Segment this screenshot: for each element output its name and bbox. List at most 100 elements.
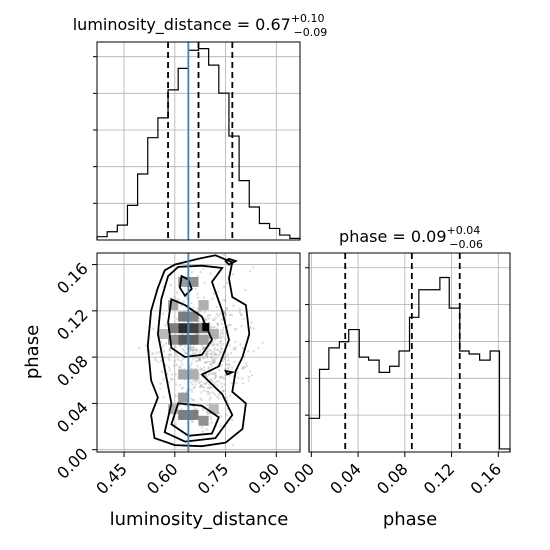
sample-point	[200, 368, 204, 371]
sample-point	[208, 360, 211, 363]
sample-point	[198, 358, 202, 361]
sample-point	[230, 382, 233, 385]
sample-point	[221, 331, 224, 335]
sample-point	[203, 281, 206, 284]
sample-point	[227, 366, 230, 369]
sample-point	[209, 415, 213, 418]
sample-point	[169, 283, 173, 287]
sample-point	[204, 361, 208, 364]
sample-point	[216, 290, 219, 294]
density-cell	[168, 334, 179, 345]
sample-point	[158, 387, 162, 391]
sample-point	[201, 347, 204, 351]
sample-point	[207, 373, 211, 377]
sample-point	[191, 349, 195, 352]
density-cell	[168, 300, 179, 311]
sample-point	[194, 356, 197, 359]
sample-point	[216, 348, 220, 351]
sample-point	[210, 386, 213, 389]
sample-point	[211, 344, 214, 347]
sample-point	[241, 367, 244, 370]
sample-point	[223, 311, 226, 314]
sample-point	[211, 357, 214, 361]
sample-point	[252, 327, 256, 330]
sample-point	[216, 384, 219, 387]
sample-point	[228, 394, 232, 397]
sample-point	[206, 354, 209, 357]
sample-point	[195, 360, 198, 363]
sample-point	[238, 308, 242, 311]
sample-point	[217, 350, 221, 353]
sample-point	[197, 332, 200, 336]
sample-point	[237, 376, 240, 379]
sample-point	[242, 317, 245, 321]
sample-point	[207, 390, 210, 394]
sample-point	[217, 379, 221, 383]
sample-point	[198, 310, 201, 313]
sample-point	[257, 347, 260, 350]
sample-point	[240, 325, 243, 328]
sample-point	[200, 383, 203, 387]
sample-point	[223, 310, 226, 313]
sample-point	[211, 318, 215, 322]
sample-point	[202, 346, 205, 349]
sample-point	[244, 365, 247, 369]
tick-label-y: 0.12	[53, 305, 92, 344]
sample-point	[201, 385, 204, 389]
tick-label-x: 0.45	[92, 459, 131, 498]
sample-point	[196, 349, 199, 352]
contour-speck	[224, 369, 236, 376]
sample-point	[199, 369, 202, 372]
sample-point	[227, 359, 230, 362]
tick-label-x: 0.00	[280, 459, 319, 498]
sample-point	[168, 348, 171, 352]
sample-point	[166, 372, 169, 376]
sample-point	[198, 351, 202, 354]
sample-point	[204, 383, 207, 386]
sample-point	[249, 326, 253, 329]
sample-point	[182, 300, 186, 303]
sample-point	[179, 304, 183, 307]
sample-point	[210, 378, 213, 381]
sample-point	[223, 377, 226, 381]
sample-point	[158, 351, 161, 354]
sample-point	[219, 347, 223, 351]
sample-point	[179, 359, 183, 362]
sample-point	[184, 352, 188, 355]
sample-point	[184, 352, 188, 355]
sample-point	[222, 285, 226, 289]
sample-point	[232, 443, 235, 447]
sample-point	[212, 359, 215, 363]
sample-point	[194, 351, 198, 355]
sample-point	[214, 316, 217, 320]
sample-point	[228, 344, 231, 347]
sample-point	[227, 363, 230, 366]
sample-point	[202, 357, 205, 360]
sample-point	[248, 270, 252, 273]
sample-point	[230, 366, 234, 369]
sample-point	[235, 327, 238, 330]
sample-point	[219, 336, 223, 340]
sample-point	[220, 382, 223, 385]
sample-point	[176, 298, 180, 301]
sample-point	[247, 349, 250, 353]
sample-point	[237, 371, 240, 374]
density-cell	[188, 369, 199, 380]
sample-point	[221, 390, 224, 393]
density-cell	[188, 311, 199, 322]
sample-point	[194, 348, 197, 351]
tick-label-y: 0.04	[53, 398, 92, 437]
panel-joint: 0.45 0.60 0.75 0.90 0.00 0.04 0.08 0.12 0.16 lu…	[22, 252, 301, 530]
sample-point	[192, 345, 195, 349]
density-cell	[178, 334, 189, 345]
sample-point	[179, 344, 182, 347]
sample-point	[175, 383, 178, 386]
panel-luminosity-distance-marginal: luminosity_distance = 0.67+0.10 −0.09	[73, 12, 327, 241]
sample-point	[162, 350, 166, 353]
sample-point	[214, 374, 218, 378]
density-cell	[178, 323, 189, 334]
sample-point	[205, 356, 209, 359]
contour-inner	[167, 298, 214, 359]
sample-point	[177, 365, 181, 369]
sample-point	[224, 373, 227, 377]
